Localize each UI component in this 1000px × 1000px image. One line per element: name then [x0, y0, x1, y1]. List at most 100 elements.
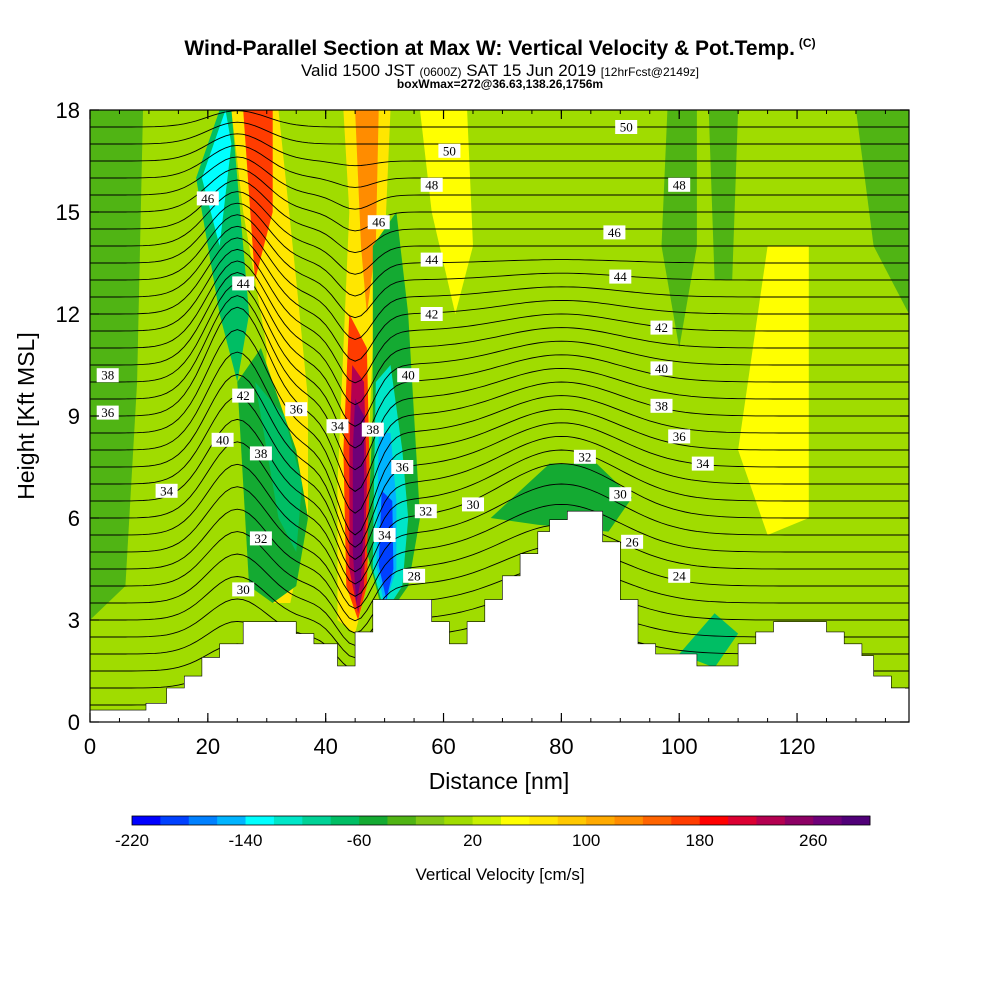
svg-text:38: 38: [655, 398, 668, 413]
svg-text:40: 40: [655, 361, 668, 376]
contour-label-23: 36: [668, 429, 691, 444]
theta-contour-13: [90, 396, 909, 560]
contour-label-16: 38: [96, 368, 119, 383]
theta-contour-23: [90, 237, 909, 362]
contour-label-26: 34: [373, 528, 396, 543]
y-tick-label: 9: [68, 404, 80, 429]
theta-contour-32: [90, 133, 909, 167]
svg-text:48: 48: [425, 177, 438, 192]
contour-label-6: 46: [603, 225, 626, 240]
contour-label-21: 36: [285, 402, 308, 417]
svg-text:38: 38: [254, 446, 267, 461]
x-tick-label: 20: [196, 734, 220, 759]
colorbar-swatch-12: [472, 816, 502, 825]
x-tick-label: 0: [84, 734, 96, 759]
y-tick-label: 15: [56, 200, 80, 225]
contour-label-28: 32: [249, 531, 272, 546]
y-tick-label: 12: [56, 302, 80, 327]
colorbar: -220 -140 -60 20 100 180 260: [115, 815, 871, 850]
theta-contour-34: [90, 110, 909, 128]
contour-label-29: 32: [414, 504, 437, 519]
colorbar-swatch-10: [415, 816, 445, 825]
x-axis-label: Distance [nm]: [429, 768, 570, 794]
contour-label-14: 40: [397, 368, 420, 383]
contour-label-18: 38: [361, 422, 384, 437]
colorbar-swatch-19: [671, 816, 701, 825]
contour-label-22: 36: [391, 460, 414, 475]
svg-text:44: 44: [237, 276, 251, 291]
theta-contour-25: [90, 214, 909, 319]
colorbar-tick-label: 20: [463, 831, 482, 850]
svg-text:50: 50: [443, 143, 456, 158]
svg-text:36: 36: [290, 402, 304, 417]
svg-text:44: 44: [425, 252, 439, 267]
theta-contour-21: [90, 260, 909, 406]
svg-text:24: 24: [673, 568, 687, 583]
theta-contour-12: [90, 418, 909, 573]
svg-text:38: 38: [366, 422, 379, 437]
contour-label-11: 42: [420, 307, 443, 322]
theta-contour-14: [90, 374, 909, 548]
contour-label-13: 40: [211, 432, 234, 447]
contour-label-17: 38: [249, 446, 272, 461]
contour-label-15: 40: [650, 361, 673, 376]
valid-time-line: Valid 1500 JST (0600Z) SAT 15 Jun 2019 […: [300, 61, 699, 80]
svg-text:34: 34: [378, 528, 392, 543]
colorbar-swatch-4: [245, 816, 275, 825]
colorbar-swatch-3: [217, 816, 246, 825]
colorbar-swatch-16: [586, 816, 615, 825]
contour-label-36: 24: [668, 568, 691, 583]
colorbar-swatch-5: [273, 816, 303, 825]
svg-text:36: 36: [673, 429, 687, 444]
contour-label-35: 26: [621, 534, 644, 549]
chart-title: Wind-Parallel Section at Max W: Vertical…: [184, 36, 816, 60]
svg-text:40: 40: [402, 368, 415, 383]
colorbar-swatch-7: [330, 816, 360, 825]
colorbar-swatch-6: [302, 816, 332, 825]
contour-label-2: 48: [420, 177, 443, 192]
svg-text:34: 34: [160, 483, 174, 498]
theta-contour-11: [90, 441, 909, 585]
colorbar-tick-label: -140: [228, 831, 262, 850]
theta-contour-31: [90, 144, 909, 188]
contour-label-27: 34: [691, 456, 714, 471]
theta-contour-10: [90, 463, 909, 597]
contour-label-9: 44: [609, 269, 632, 284]
colorbar-swatch-23: [784, 816, 814, 825]
contour-label-5: 46: [367, 215, 390, 230]
theta-contour-7: [90, 531, 909, 634]
theta-contour-17: [90, 306, 909, 492]
theta-contour-labels: 50 50 48 48 46 46 46 44 44 44 42 42 42 40 40 40 38 38 38 38…: [96, 120, 714, 597]
theta-contour-29: [90, 168, 909, 232]
contour-label-19: 38: [650, 398, 673, 413]
contour-label-34: 28: [403, 568, 426, 583]
colorbar-tick-label: -220: [115, 831, 149, 850]
svg-text:42: 42: [425, 307, 438, 322]
svg-text:44: 44: [614, 269, 628, 284]
terrain-mask: [90, 510, 909, 722]
velocity-region-4: [243, 110, 273, 280]
colorbar-tick-label: -60: [347, 831, 372, 850]
theta-contour-16: [90, 329, 909, 514]
theta-contour-15: [90, 351, 909, 536]
svg-text:34: 34: [696, 456, 710, 471]
colorbar-swatch-18: [642, 816, 672, 825]
contour-label-33: 30: [609, 487, 632, 502]
contour-label-8: 44: [420, 252, 443, 267]
contour-label-24: 34: [155, 483, 178, 498]
colorbar-tick-label: 260: [799, 831, 827, 850]
colorbar-swatch-24: [813, 816, 843, 825]
x-tick-label: 120: [779, 734, 816, 759]
colorbar-swatch-21: [728, 816, 757, 825]
y-axis-label: Height [Kft MSL]: [13, 332, 39, 499]
contour-label-7: 44: [232, 276, 255, 291]
colorbar-swatch-1: [160, 816, 190, 825]
x-tick-label: 60: [431, 734, 455, 759]
svg-text:38: 38: [101, 368, 114, 383]
theta-contour-26: [90, 202, 909, 297]
svg-text:34: 34: [331, 419, 345, 434]
svg-text:32: 32: [578, 449, 591, 464]
contour-label-10: 42: [232, 388, 255, 403]
theta-contour-20: [90, 272, 909, 427]
